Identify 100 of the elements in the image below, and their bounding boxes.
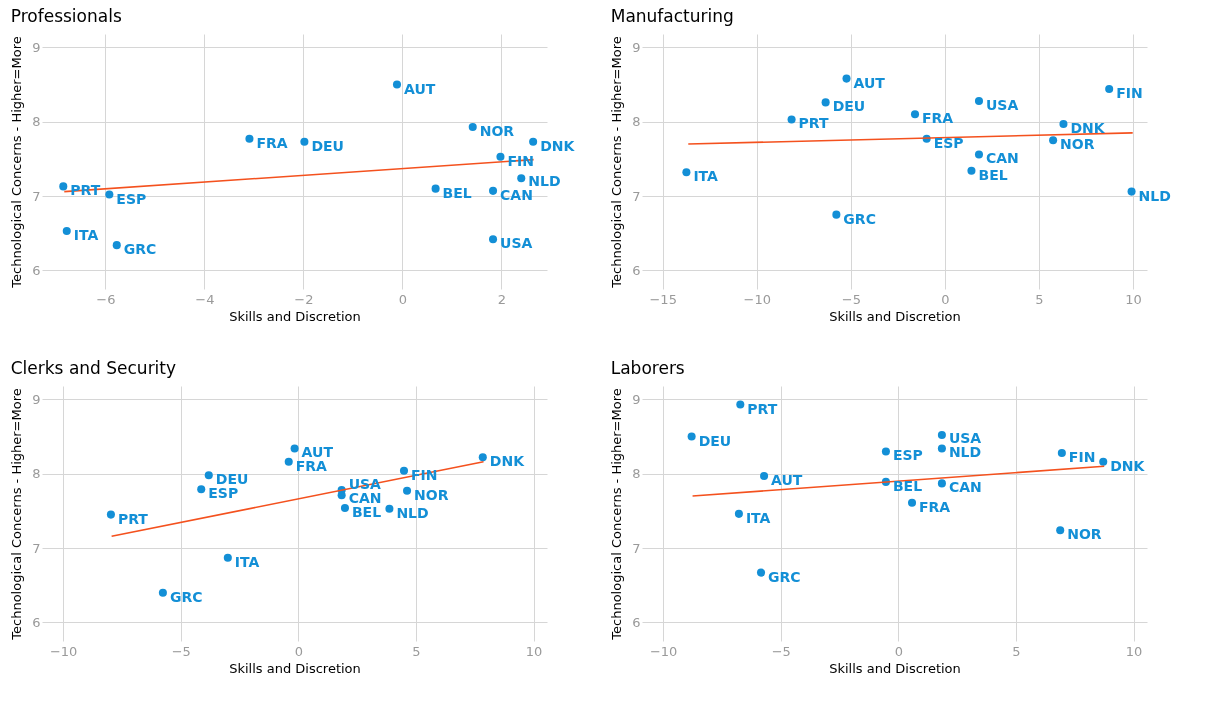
x-tick-label: 5: [1012, 643, 1021, 659]
chart-title: Professionals: [10, 6, 122, 26]
annotation: DNK: [489, 453, 526, 470]
annotation: FRA: [919, 498, 951, 515]
annotation: AUT: [403, 80, 436, 97]
x-tick-label: 0: [294, 643, 304, 659]
x-tick-label: 2: [497, 291, 507, 307]
annotation: DNK: [1070, 119, 1106, 136]
annotation: FIN: [1116, 85, 1143, 102]
y-tick-label: 9: [32, 39, 41, 55]
x-tick-label: −6: [96, 291, 116, 307]
y-axis-title: Technological Concerns - Higher=More: [9, 36, 25, 289]
annotation: AUT: [853, 74, 886, 91]
x-tick-label: −2: [294, 291, 314, 307]
annotation: DNK: [540, 137, 576, 154]
annotation: ITA: [745, 509, 771, 526]
annotation: ESP: [933, 134, 964, 151]
annotation: FRA: [295, 457, 328, 474]
annotation: FRA: [922, 110, 954, 127]
annotation: NLD: [528, 172, 561, 189]
annotation: GRC: [123, 241, 157, 258]
annotation: NLD: [1138, 187, 1171, 204]
annotation: NOR: [1067, 526, 1102, 543]
y-tick-label: 8: [632, 114, 641, 130]
annotation: PRT: [117, 510, 149, 527]
y-tick-label: 7: [32, 540, 41, 556]
annotation: CAN: [985, 150, 1019, 167]
y-tick-label: 9: [632, 39, 641, 55]
annotation: BEL: [442, 184, 472, 201]
annotation: PRT: [747, 400, 778, 417]
annotation: NLD: [396, 504, 429, 521]
annotation: NOR: [414, 486, 449, 503]
annotation: DEU: [832, 98, 866, 115]
annotation: CAN: [500, 186, 533, 203]
chart-title: Laborers: [610, 358, 685, 378]
y-tick-label: 9: [32, 391, 41, 407]
annotation: BEL: [351, 503, 382, 520]
x-tick-label: −10: [49, 643, 78, 659]
y-tick-label: 9: [632, 391, 641, 407]
annotation: ESP: [116, 190, 147, 207]
annotation: GRC: [843, 210, 876, 227]
x-tick-label: 0: [398, 291, 408, 307]
annotation: AUT: [771, 471, 803, 488]
x-tick-label: −5: [771, 643, 791, 659]
annotation: NOR: [479, 122, 515, 139]
annotation: FRA: [256, 134, 288, 151]
y-tick-label: 7: [632, 540, 641, 556]
annotation: BEL: [978, 166, 1008, 183]
annotation: DEU: [311, 137, 344, 154]
y-tick-label: 7: [32, 188, 41, 204]
y-axis-title: Technological Concerns - Higher=More: [9, 388, 25, 641]
y-tick-label: 6: [632, 262, 641, 278]
y-tick-label: 7: [632, 188, 641, 204]
x-tick-label: −15: [649, 291, 677, 307]
y-axis-title: Technological Concerns - Higher=More: [609, 388, 625, 641]
y-tick-label: 6: [32, 262, 41, 278]
annotation: USA: [500, 235, 533, 252]
annotation: USA: [985, 96, 1019, 113]
x-tick-label: 0: [941, 291, 950, 307]
annotation: PRT: [798, 115, 829, 132]
x-tick-label: −5: [171, 643, 191, 659]
y-tick-label: 8: [32, 114, 41, 130]
x-tick-label: 10: [1125, 643, 1143, 659]
annotation: FIN: [1068, 448, 1096, 465]
x-axis-title: Skills and Discretion: [829, 660, 961, 676]
x-tick-label: 5: [412, 643, 421, 659]
x-tick-label: 0: [894, 643, 904, 659]
annotation: ITA: [73, 227, 99, 244]
annotation: CAN: [348, 489, 382, 506]
annotation: NLD: [948, 444, 982, 461]
annotation: GRC: [768, 568, 801, 585]
annotation: DEU: [698, 432, 732, 449]
x-axis-title: Skills and Discretion: [829, 308, 961, 324]
annotation: NOR: [1060, 136, 1095, 153]
y-tick-label: 8: [32, 466, 41, 482]
annotation: CAN: [948, 479, 982, 496]
x-tick-label: 10: [525, 643, 543, 659]
annotation: ESP: [208, 485, 239, 502]
x-tick-label: 5: [1035, 291, 1044, 307]
y-tick-label: 6: [632, 614, 641, 630]
y-axis-title: Technological Concerns - Higher=More: [609, 36, 625, 289]
annotation: ITA: [234, 553, 260, 570]
annotation: AUT: [301, 443, 334, 460]
x-axis-title: Skills and Discretion: [229, 660, 361, 676]
x-axis-title: Skills and Discretion: [229, 308, 361, 324]
x-tick-label: −4: [195, 291, 215, 307]
chart-title: Manufacturing: [610, 6, 734, 26]
annotation: DEU: [215, 471, 249, 488]
x-tick-label: −10: [649, 643, 678, 659]
annotation: DNK: [1110, 457, 1146, 474]
x-tick-label: −5: [841, 291, 861, 307]
chart-title: Clerks and Security: [10, 358, 177, 378]
annotation: USA: [948, 430, 982, 447]
x-tick-label: −10: [743, 291, 771, 307]
annotation: ESP: [892, 447, 923, 464]
annotation: BEL: [892, 477, 923, 494]
x-tick-label: 10: [1125, 291, 1142, 307]
y-tick-label: 8: [632, 466, 641, 482]
annotation: ITA: [693, 168, 719, 185]
y-tick-label: 6: [32, 614, 41, 630]
